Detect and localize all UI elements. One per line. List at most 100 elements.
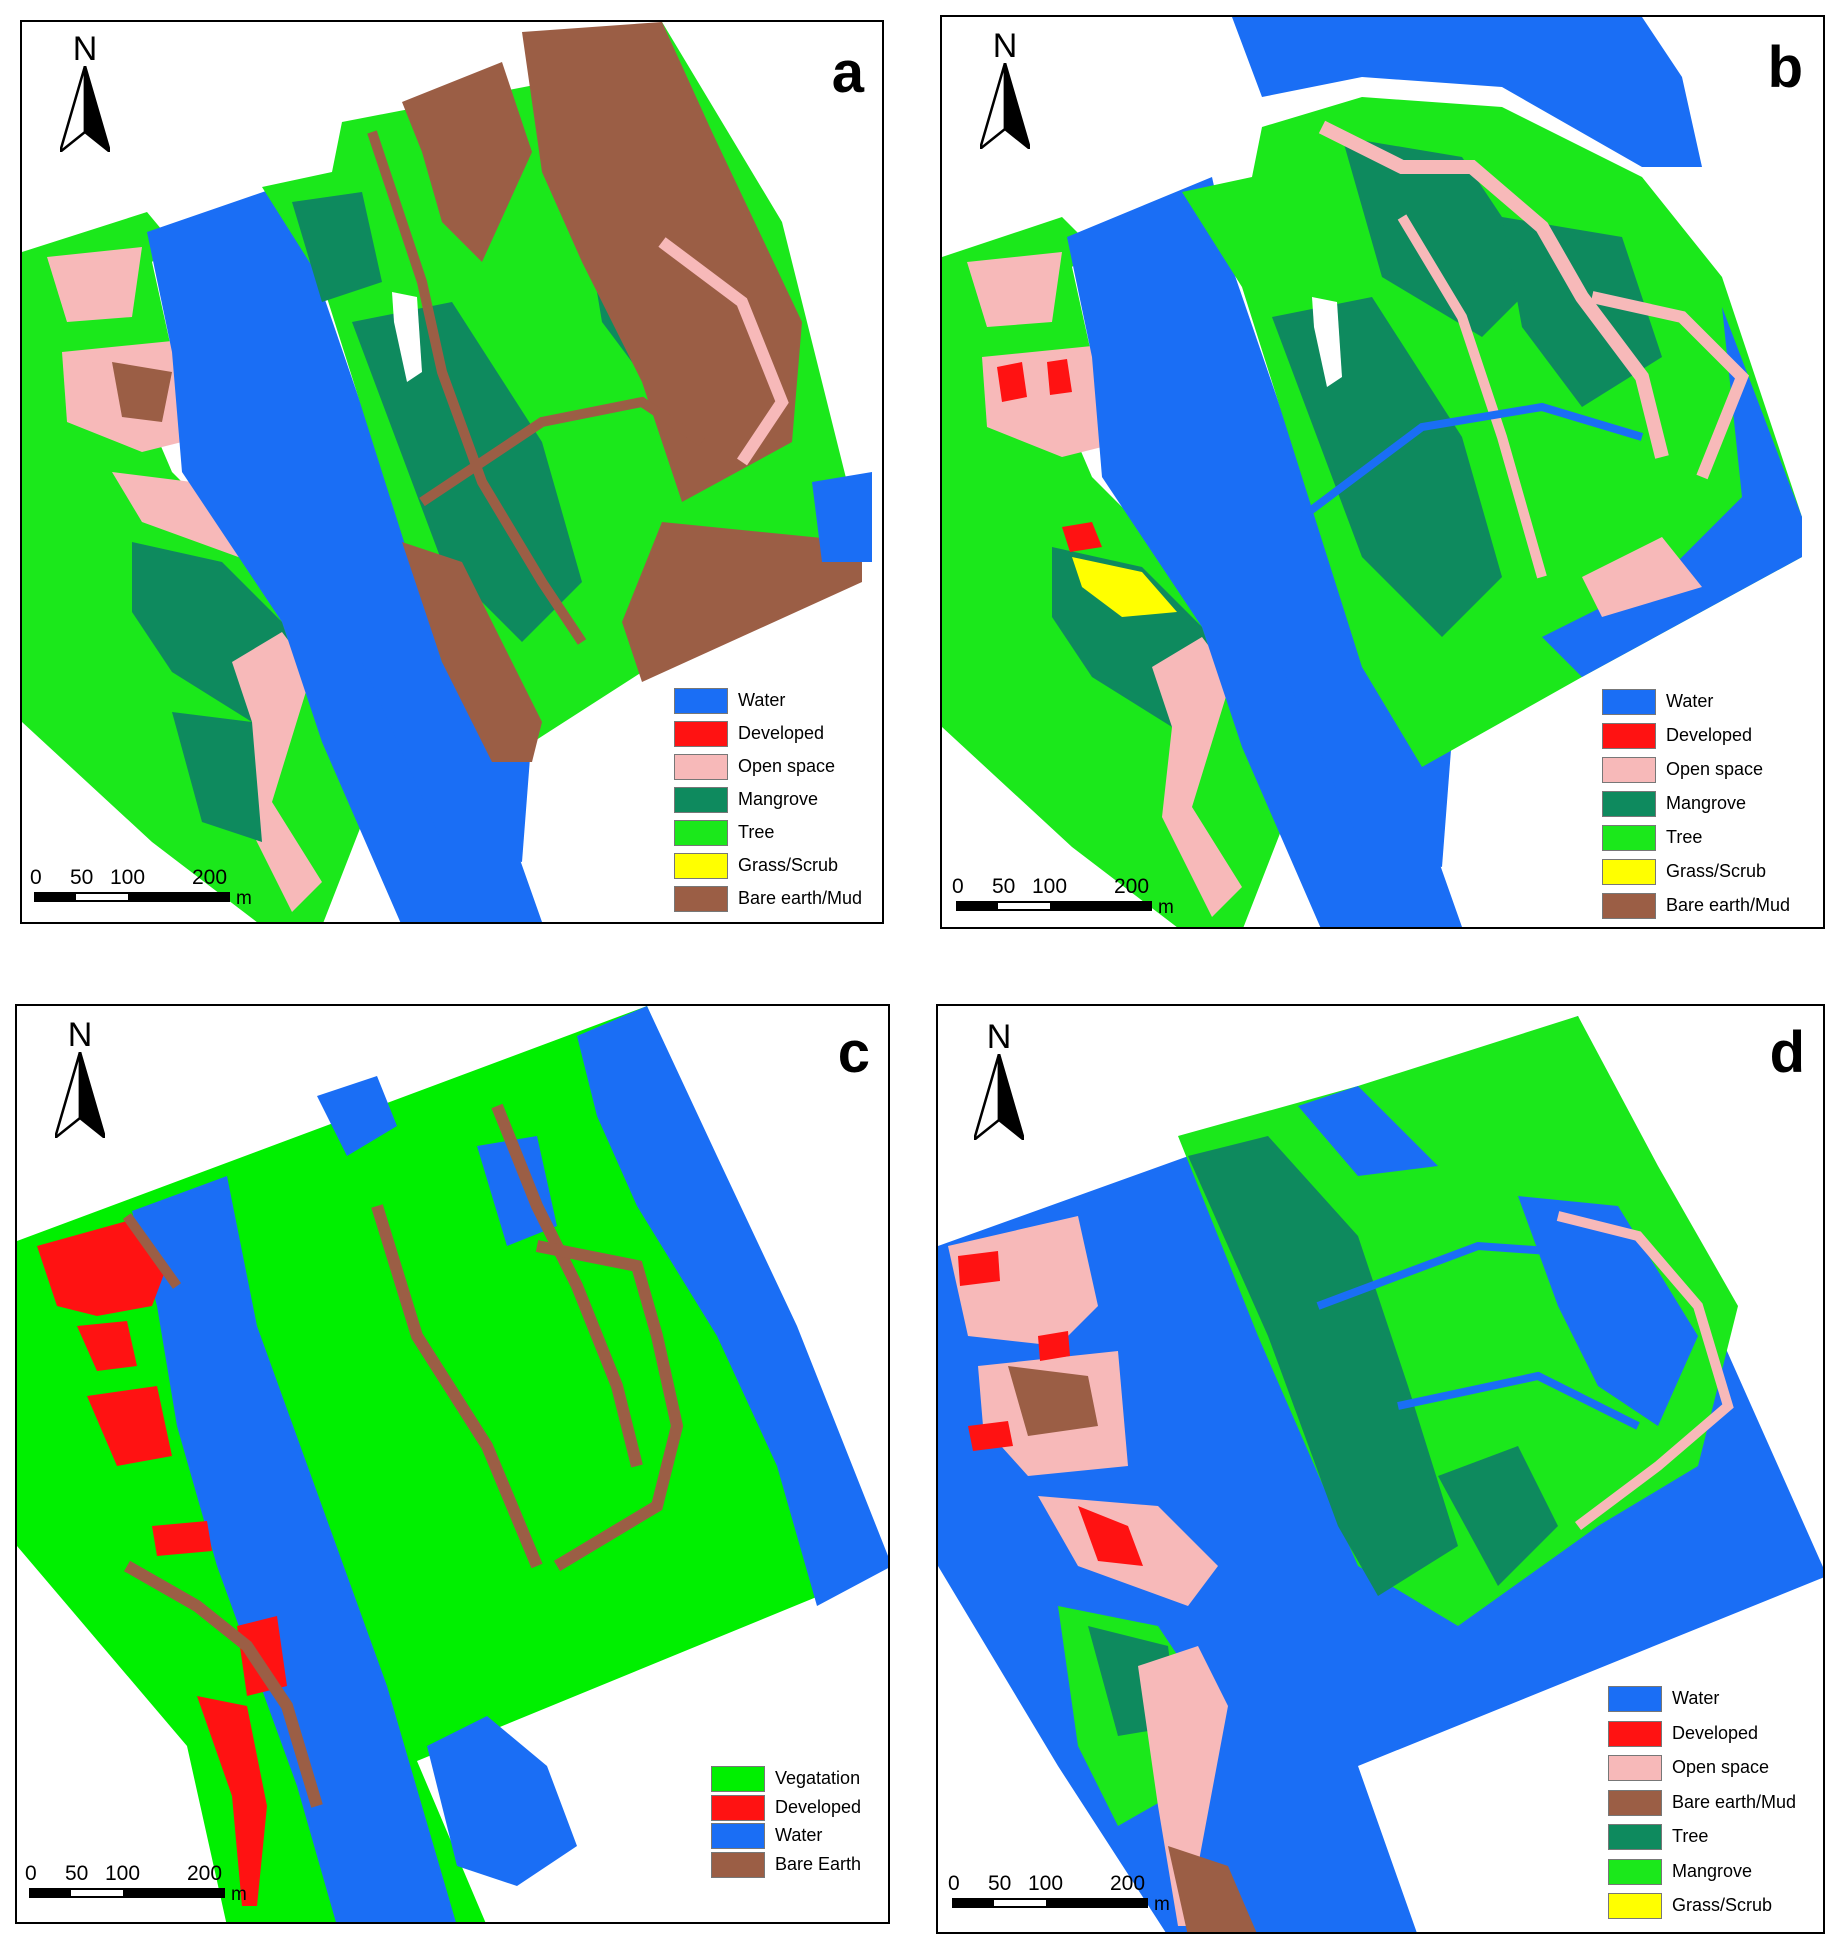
map-legend: Vegatation Developed Water Bare Earth — [711, 1766, 888, 1916]
north-label: N — [67, 1016, 93, 1054]
north-arrow-icon — [55, 1052, 105, 1138]
map-region-developed — [1038, 1331, 1070, 1361]
map-region-developed — [77, 1321, 137, 1371]
scale-tick-label: 200 — [1114, 875, 1150, 898]
map-region-bare-earth — [402, 542, 542, 762]
legend-label: Mangrove — [1672, 1860, 1753, 1881]
legend-swatch — [674, 721, 728, 747]
scale-tick-label: 0 — [948, 1872, 960, 1895]
legend-swatch — [711, 1823, 765, 1849]
legend-swatch — [674, 688, 728, 714]
north-arrow: N — [45, 1018, 115, 1138]
legend-swatch — [1602, 757, 1656, 783]
legend-swatch — [711, 1794, 765, 1821]
legend-label: Mangrove — [738, 789, 819, 809]
map-channel-bare-earth — [367, 130, 587, 645]
map-region-open-space — [1152, 637, 1242, 917]
scale-bar: 0 50 100 200 m — [30, 866, 280, 922]
map-region-water — [1298, 1086, 1438, 1176]
scale-bar-segment — [125, 1888, 225, 1898]
map-channel-water — [1316, 1241, 1619, 1310]
legend-label: Bare earth/Mud — [738, 888, 863, 908]
map-region-mangrove — [172, 712, 262, 842]
legend-swatch — [1602, 723, 1656, 749]
map-channel-bare-earth — [535, 1240, 684, 1572]
map-channel-bare-earth — [419, 396, 705, 507]
north-arrow: N — [964, 1020, 1034, 1140]
north-arrow: N — [50, 32, 120, 152]
map-channel-bare-earth — [371, 1204, 543, 1569]
map-legend: Water Developed Open space Bare earth/Mud Tr… — [1608, 1686, 1823, 1931]
legend-label: Open space — [1672, 1757, 1770, 1777]
scale-unit: m — [1158, 897, 1174, 918]
map-nodata-gap — [392, 292, 422, 382]
legend-swatch — [1608, 1789, 1662, 1816]
scale-bar-segment — [996, 901, 1052, 911]
map-region-open-space — [1582, 537, 1702, 617]
legend-swatch — [1608, 1686, 1662, 1712]
map-region-bare-earth — [402, 62, 532, 262]
scale-tick-label: 0 — [952, 875, 964, 898]
legend-label: Developed — [1672, 1722, 1759, 1743]
scale-bar-segment — [130, 892, 230, 902]
classification-map-a — [22, 22, 872, 922]
map-region-developed — [997, 362, 1027, 402]
scale-tick-label: 50 — [70, 866, 94, 889]
legend-label: Mangrove — [1666, 793, 1747, 813]
legend-label: Developed — [1666, 725, 1753, 745]
north-arrow-icon — [60, 66, 110, 152]
legend-swatch — [1608, 1720, 1662, 1747]
map-region-bare-earth — [622, 522, 862, 682]
map-panel-d: d N Water Developed Open space Bare earth/M… — [936, 1004, 1825, 1934]
map-legend: Water Developed Open space Mangrove Tree Gras… — [674, 688, 882, 918]
scale-bar-segment — [69, 1888, 125, 1898]
legend-swatch — [1602, 859, 1656, 885]
north-arrow: N — [970, 29, 1040, 149]
map-region-tree — [1438, 1446, 1558, 1586]
map-region-developed — [958, 1251, 1000, 1286]
legend-swatch — [1602, 825, 1656, 851]
scale-tick-label: 0 — [30, 866, 42, 889]
scale-unit: m — [236, 888, 252, 909]
north-label: N — [72, 30, 98, 68]
map-region-water — [132, 1176, 456, 1922]
legend-swatch — [1608, 1755, 1662, 1781]
scale-bar-segment — [956, 901, 996, 911]
map-region-bare-earth — [522, 22, 802, 502]
legend-swatch — [1608, 1824, 1662, 1850]
north-label: N — [986, 1018, 1012, 1056]
map-region-water — [427, 1716, 577, 1886]
legend-label: Water — [775, 1825, 823, 1845]
scale-bar: 0 50 100 200 m — [952, 875, 1202, 927]
scale-bar-segment — [1052, 901, 1152, 911]
map-legend: Water Developed Open space Mangrove Tree Gras… — [1602, 689, 1822, 925]
map-region-mangrove — [292, 192, 382, 302]
legend-label: Developed — [775, 1796, 862, 1817]
legend-label: Open space — [738, 756, 836, 776]
map-channel-bare-earth — [491, 1103, 643, 1468]
map-region-developed — [1062, 522, 1102, 552]
scale-bar: 0 50 100 200 m — [25, 1862, 275, 1922]
scale-bar-segment — [1048, 1898, 1148, 1908]
legend-swatch — [1608, 1893, 1662, 1919]
map-region-developed — [1047, 359, 1072, 395]
scale-tick-label: 50 — [65, 1862, 89, 1885]
legend-label: Water — [1666, 691, 1714, 711]
map-region-mangrove — [1178, 1016, 1738, 1626]
classification-map-c — [17, 1006, 888, 1922]
scale-tick-label: 100 — [1028, 1872, 1064, 1895]
map-region-bare-earth — [112, 362, 172, 422]
map-channel-open-space — [1590, 291, 1750, 480]
panel-label: a — [831, 40, 864, 105]
map-channel-open-space — [1556, 1211, 1734, 1530]
map-region-open-space — [948, 1216, 1098, 1346]
legend-swatch — [674, 820, 728, 846]
scale-bar-segment — [992, 1898, 1048, 1908]
scale-tick-label: 100 — [1032, 875, 1068, 898]
map-region-open-space — [967, 252, 1062, 327]
classification-map-b — [942, 17, 1802, 927]
map-region-bare-earth — [1168, 1846, 1257, 1932]
legend-label: Vegatation — [775, 1768, 861, 1788]
legend-label: Tree — [1672, 1826, 1709, 1846]
legend-swatch — [711, 1851, 765, 1878]
